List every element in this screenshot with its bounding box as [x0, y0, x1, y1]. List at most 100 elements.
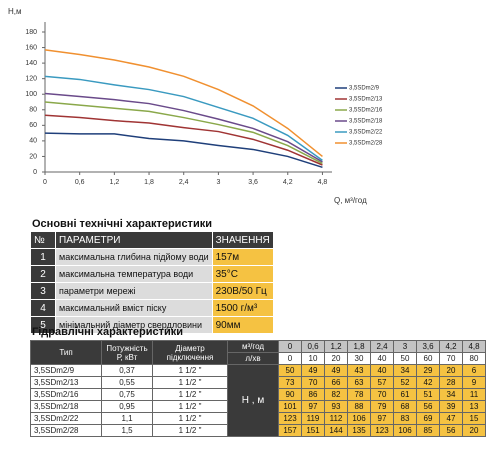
- table-cell: 157м: [211, 248, 274, 266]
- table-cell: 157: [278, 424, 302, 437]
- table-cell: 1,5: [101, 424, 153, 437]
- table-cell: 3,5SDm2/18: [30, 400, 102, 413]
- table-cell: 34: [439, 388, 463, 401]
- table-cell: 78: [347, 388, 371, 401]
- table-cell: 66: [324, 376, 348, 389]
- table-row: Тип Потужність Р, кВт Діаметр підключення м…: [30, 340, 486, 365]
- table-cell: 73: [278, 376, 302, 389]
- table-cell: 69: [416, 412, 440, 425]
- table-cell: 70: [301, 376, 325, 389]
- table-cell: 9: [462, 376, 486, 389]
- table-cell: 70: [370, 388, 394, 401]
- table-cell: 106: [393, 424, 417, 437]
- table-cell: 1 1/2 ": [152, 424, 228, 437]
- table-cell: 1500 г/м³: [211, 299, 274, 317]
- table-cell: 13: [462, 400, 486, 413]
- table-cell: мінімальний діаметр свердловини: [55, 316, 213, 334]
- x-tick-label: 4,2: [283, 179, 293, 186]
- table-cell: 106: [347, 412, 371, 425]
- table-cell: 83: [393, 412, 417, 425]
- table-cell: 3,5SDm2/22: [30, 412, 102, 425]
- y-tick-label: 80: [29, 107, 37, 114]
- legend-label: 3,5SDm2/9: [349, 86, 380, 92]
- table-cell: параметри мережі: [55, 282, 213, 300]
- table-cell: 70: [439, 352, 463, 365]
- table-cell: 51: [416, 388, 440, 401]
- table-cell: 86: [301, 388, 325, 401]
- table-cell: 101: [278, 400, 302, 413]
- table-row: 3,5SDm2/22 1,1 1 1/2 " 123 119 112 106 97 83 69 47…: [30, 412, 486, 425]
- table-cell: 230В/50 Гц: [211, 282, 274, 300]
- table-row: 3 параметри мережі 230В/50 Гц: [30, 282, 274, 300]
- table-cell: 49: [301, 364, 325, 377]
- x-tick-label: 1,8: [144, 179, 154, 186]
- table-cell: 0,37: [101, 364, 153, 377]
- table-cell: 29: [416, 364, 440, 377]
- table-cell: 123: [278, 412, 302, 425]
- table-cell: 151: [301, 424, 325, 437]
- table-row: № ПАРАМЕТРИ ЗНАЧЕННЯ: [30, 231, 274, 249]
- legend-label: 3,5SDm2/22: [349, 130, 383, 136]
- table-cell: 28: [439, 376, 463, 389]
- table-cell: 1 1/2 ": [152, 364, 228, 377]
- table-cell: 60: [416, 352, 440, 365]
- table-cell: 1,1: [101, 412, 153, 425]
- table-cell: 20: [324, 352, 348, 365]
- table-cell: 2: [30, 265, 56, 283]
- legend-label: 3,5SDm2/28: [349, 141, 383, 147]
- table-cell: 39: [439, 400, 463, 413]
- table-cell: 0,55: [101, 376, 153, 389]
- table-row: 1 максимальна глибина підйому води 157м: [30, 248, 274, 266]
- table-cell: 34: [393, 364, 417, 377]
- table-cell: 80: [462, 352, 486, 365]
- table-cell: 3,6: [416, 340, 440, 353]
- table-cell: 119: [301, 412, 325, 425]
- table-cell: 4,2: [439, 340, 463, 353]
- chart: Н,м Q, м³/год 0 20 40 60 80 100 120 140 160 180 0 0…: [8, 7, 383, 205]
- table-cell: Н , м: [227, 364, 279, 437]
- table-cell: 135: [347, 424, 371, 437]
- x-tick-label: 2,4: [179, 179, 189, 186]
- table-cell: 56: [416, 400, 440, 413]
- series-line: [44, 92, 323, 163]
- table-cell: 144: [324, 424, 348, 437]
- table-cell: 1: [30, 248, 56, 266]
- table-cell: 1 1/2 ": [152, 412, 228, 425]
- y-tick-label: 160: [25, 44, 37, 51]
- table-row: 4 максимальний вміст піску 1500 г/м³: [30, 299, 274, 317]
- table-cell: 0,6: [301, 340, 325, 353]
- legend-label: 3,5SDm2/13: [349, 97, 383, 103]
- table-cell: 61: [393, 388, 417, 401]
- table-row: 3,5SDm2/28 1,5 1 1/2 " 157 151 144 135 123 106 85…: [30, 424, 486, 437]
- table-cell: м³/год: [227, 340, 279, 353]
- table-cell: 2,4: [370, 340, 394, 353]
- table-cell: 50: [393, 352, 417, 365]
- table-cell: Тип: [30, 340, 102, 365]
- table-cell: Потужність Р, кВт: [101, 340, 153, 365]
- table-cell: 42: [416, 376, 440, 389]
- table-cell: 10: [301, 352, 325, 365]
- x-tick-label: 1,2: [109, 179, 119, 186]
- y-tick-label: 40: [29, 138, 37, 145]
- legend-label: 3,5SDm2/18: [349, 119, 383, 125]
- table-cell: 1,8: [347, 340, 371, 353]
- table-cell: максимальна глибина підйому води: [55, 248, 213, 266]
- table-cell: 47: [439, 412, 463, 425]
- spec-table: № ПАРАМЕТРИ ЗНАЧЕННЯ 1 максимальна глибина п…: [30, 231, 274, 334]
- table-cell: 1,2: [324, 340, 348, 353]
- table-cell: 57: [370, 376, 394, 389]
- table-cell: ПАРАМЕТРИ: [55, 231, 213, 249]
- table-cell: 4: [30, 299, 56, 317]
- series-line: [44, 49, 323, 158]
- hydraulic-table: Тип Потужність Р, кВт Діаметр підключення м…: [30, 340, 486, 437]
- y-tick-label: 60: [29, 122, 37, 129]
- y-tick-label: 120: [25, 76, 37, 83]
- table-cell: 88: [347, 400, 371, 413]
- table-row: 5 мінімальний діаметр свердловини 90мм: [30, 316, 274, 334]
- table-cell: 4,8: [462, 340, 486, 353]
- table-cell: 97: [301, 400, 325, 413]
- table-cell: 52: [393, 376, 417, 389]
- table-cell: 1 1/2 ": [152, 400, 228, 413]
- x-tick-label: 4,8: [318, 179, 328, 186]
- table-cell: 0: [278, 352, 302, 365]
